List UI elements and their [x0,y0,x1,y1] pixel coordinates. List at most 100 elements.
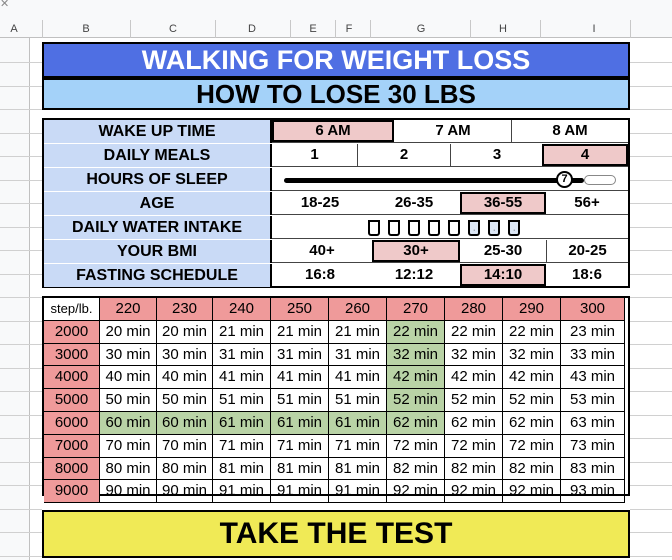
column-header-c[interactable]: C [169,23,177,35]
table-cell[interactable]: 70 min [100,435,157,458]
steps-header-8000[interactable]: 8000 [44,458,100,480]
table-cell[interactable]: 41 min [271,366,329,389]
water-cup-icon[interactable] [408,220,420,236]
table-cell[interactable]: 81 min [329,458,387,480]
table-cell[interactable]: 50 min [157,389,213,412]
table-cell[interactable]: 21 min [329,321,387,344]
column-header-d[interactable]: D [248,23,256,35]
wake-up-option-8am[interactable]: 8 AM [552,122,588,139]
water-cup-icon[interactable]: · [468,220,480,236]
age-option-26-35[interactable]: 26-35 [394,194,434,211]
column-header-i[interactable]: I [592,23,596,35]
table-cell[interactable]: 73 min [561,435,625,458]
table-cell[interactable]: 92 min [503,480,561,503]
table-cell[interactable]: 83 min [561,458,625,480]
table-cell[interactable]: 53 min [561,389,625,412]
table-cell[interactable]: 62 min [445,412,503,435]
weight-header-220[interactable]: 220 [100,298,157,321]
table-cell[interactable]: 31 min [271,344,329,366]
column-header-h[interactable]: H [499,23,507,35]
table-cell[interactable]: 42 min [445,366,503,389]
table-cell[interactable]: 91 min [271,480,329,503]
table-cell[interactable]: 41 min [213,366,271,389]
water-cup-icon[interactable]: · [488,220,500,236]
table-cell[interactable]: 63 min [561,412,625,435]
table-cell[interactable]: 91 min [329,480,387,503]
column-header-e[interactable]: E [309,23,317,35]
table-cell[interactable]: 22 min [387,321,445,344]
table-cell[interactable]: 33 min [561,344,625,366]
take-the-test-button[interactable]: TAKE THE TEST [42,510,630,558]
table-cell[interactable]: 40 min [100,366,157,389]
table-cell[interactable]: 40 min [157,366,213,389]
table-cell[interactable]: 82 min [387,458,445,480]
column-header-b[interactable]: B [82,23,90,35]
table-cell[interactable]: 20 min [100,321,157,344]
table-cell[interactable]: 91 min [213,480,271,503]
table-cell[interactable]: 30 min [157,344,213,366]
water-cup-icon[interactable]: · [508,220,520,236]
sleep-slider-handle[interactable]: 7 [556,171,573,188]
age-option-18-25[interactable]: 18-25 [300,194,340,211]
fasting-option-18-6[interactable]: 18:6 [571,266,603,283]
bmi-option-20-25[interactable]: 20-25 [568,242,607,259]
table-cell[interactable]: 82 min [445,458,503,480]
age-option-36-55[interactable]: 36-55 [460,192,546,214]
column-header-a[interactable]: A [10,23,18,35]
weight-header-250[interactable]: 250 [271,298,329,321]
table-cell[interactable]: 23 min [561,321,625,344]
table-cell[interactable]: 71 min [271,435,329,458]
table-cell[interactable]: 60 min [100,412,157,435]
bmi-option-40-plus[interactable]: 40+ [309,242,335,259]
table-cell[interactable]: 90 min [100,480,157,503]
fasting-option-12-12[interactable]: 12:12 [394,266,434,283]
table-cell[interactable]: 72 min [503,435,561,458]
weight-header-300[interactable]: 300 [561,298,625,321]
table-cell[interactable]: 71 min [213,435,271,458]
table-cell[interactable]: 61 min [329,412,387,435]
bmi-option-30-plus[interactable]: 30+ [372,240,460,262]
bmi-option-25-30[interactable]: 25-30 [483,242,523,259]
table-cell[interactable]: 42 min [387,366,445,389]
table-cell[interactable]: 22 min [503,321,561,344]
meals-option-2[interactable]: 2 [399,146,409,163]
meals-option-1[interactable]: 1 [310,146,319,163]
water-cup-icon[interactable] [428,220,440,236]
table-cell[interactable]: 20 min [157,321,213,344]
wake-up-option-7am[interactable]: 7 AM [435,122,471,139]
water-cup-icon[interactable] [448,220,460,236]
table-cell[interactable]: 52 min [503,389,561,412]
steps-header-9000[interactable]: 9000 [44,480,100,503]
meals-option-4[interactable]: 4 [542,144,628,166]
table-cell[interactable]: 31 min [213,344,271,366]
weight-header-260[interactable]: 260 [329,298,387,321]
table-cell[interactable]: 32 min [387,344,445,366]
table-cell[interactable]: 61 min [213,412,271,435]
table-cell[interactable]: 32 min [445,344,503,366]
table-cell[interactable]: 43 min [561,366,625,389]
meals-option-3[interactable]: 3 [492,146,502,163]
wake-up-option-6am[interactable]: 6 AM [272,120,394,142]
table-cell[interactable]: 90 min [157,480,213,503]
steps-header-5000[interactable]: 5000 [44,389,100,412]
table-cell[interactable]: 21 min [213,321,271,344]
fasting-option-16-8[interactable]: 16:8 [304,266,336,283]
table-cell[interactable]: 52 min [445,389,503,412]
water-cup-icon[interactable] [388,220,400,236]
steps-header-6000[interactable]: 6000 [44,412,100,435]
table-cell[interactable]: 80 min [157,458,213,480]
table-cell[interactable]: 50 min [100,389,157,412]
table-cell[interactable]: 72 min [387,435,445,458]
age-option-56-plus[interactable]: 56+ [574,194,600,211]
table-cell[interactable]: 51 min [271,389,329,412]
table-cell[interactable]: 31 min [329,344,387,366]
weight-header-270[interactable]: 270 [387,298,445,321]
weight-header-290[interactable]: 290 [503,298,561,321]
table-cell[interactable]: 22 min [445,321,503,344]
table-cell[interactable]: 32 min [503,344,561,366]
table-cell[interactable]: 92 min [387,480,445,503]
weight-header-230[interactable]: 230 [157,298,213,321]
table-cell[interactable]: 80 min [100,458,157,480]
table-cell[interactable]: 51 min [213,389,271,412]
table-cell[interactable]: 93 min [561,480,625,503]
